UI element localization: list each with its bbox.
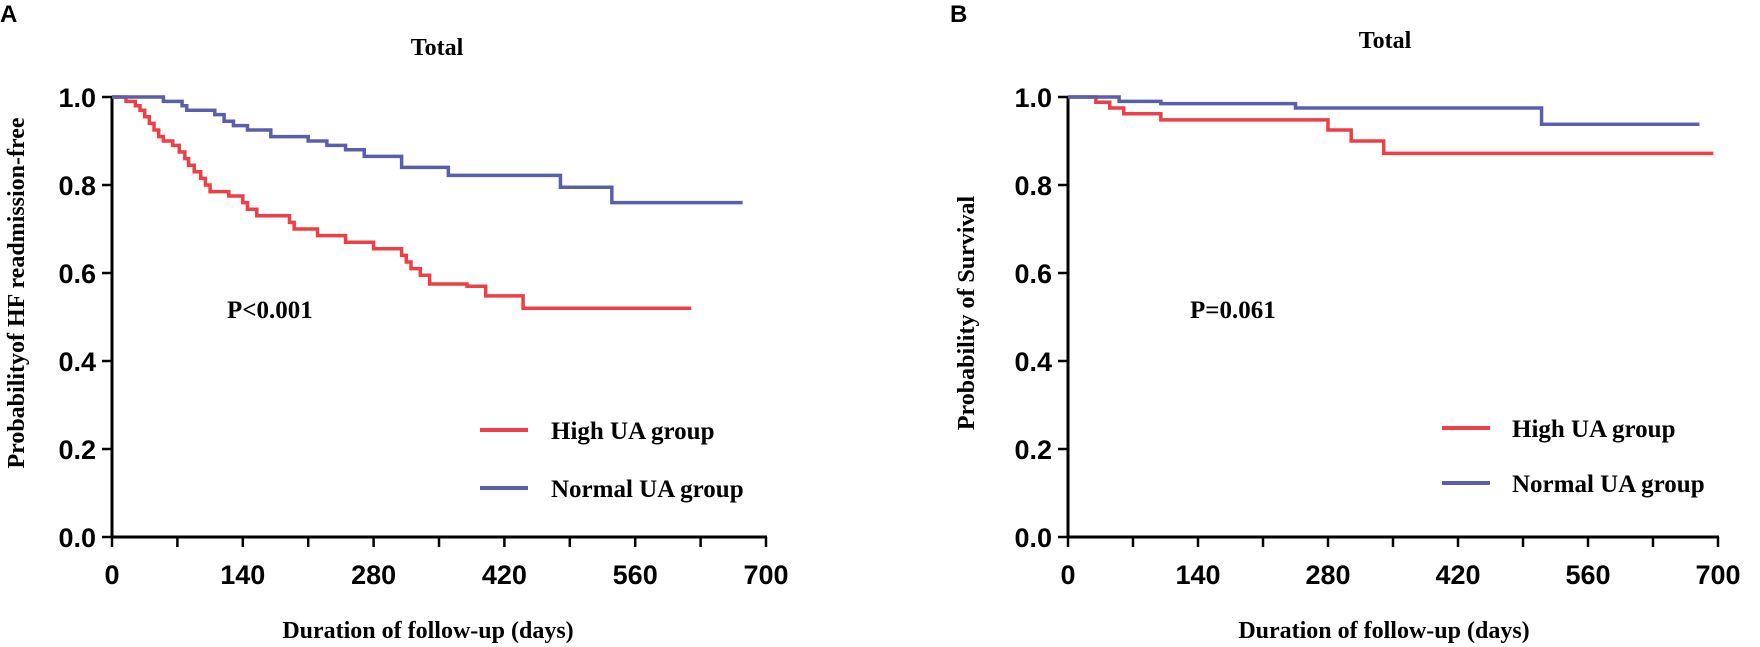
legend-label-normal-ua: Normal UA group — [1512, 471, 1705, 498]
y-tick-label: 0.0 — [58, 523, 96, 553]
x-axis-label: Duration of follow-up (days) — [282, 618, 573, 644]
y-tick-label: 1.0 — [58, 83, 96, 113]
y-axis-label: Probabilityof HF readmission-free — [4, 117, 30, 468]
legend-label-normal-ua: Normal UA group — [551, 476, 744, 503]
y-tick-label: 0.0 — [1014, 523, 1052, 553]
p-value-annotation: P=0.061 — [1190, 297, 1276, 324]
x-tick-label: 0 — [1060, 560, 1075, 590]
y-tick-label: 0.8 — [58, 171, 96, 201]
p-value-annotation: P<0.001 — [227, 297, 313, 324]
y-tick-label: 1.0 — [1014, 83, 1052, 113]
x-tick-label: 700 — [1695, 560, 1740, 590]
x-tick-label: 420 — [482, 560, 527, 590]
x-tick-label: 420 — [1435, 560, 1480, 590]
legend-label-high-ua: High UA group — [551, 418, 714, 445]
y-tick-label: 0.8 — [1014, 171, 1052, 201]
x-tick-label: 140 — [1175, 560, 1220, 590]
chart-title: Total — [1359, 28, 1412, 54]
chart-title: Total — [411, 35, 464, 61]
y-tick-label: 0.2 — [58, 435, 96, 465]
x-tick-label: 560 — [613, 560, 658, 590]
series-curve-normal-ua-group — [112, 95, 743, 205]
x-tick-label: 280 — [351, 560, 396, 590]
y-axis-label: Probability of Survival — [954, 196, 980, 431]
x-tick-label: 700 — [743, 560, 788, 590]
y-tick-label: 0.6 — [58, 259, 96, 289]
panel-b: B Total Duration of follow-up (days) Pro… — [950, 1, 1741, 644]
x-tick-label: 140 — [220, 560, 265, 590]
y-tick-label: 0.4 — [58, 347, 96, 377]
series-curve-normal-ua-group — [1068, 95, 1700, 127]
x-axis-label: Duration of follow-up (days) — [1238, 618, 1529, 644]
panel-letter: B — [950, 1, 967, 28]
x-tick-label: 0 — [104, 560, 119, 590]
panel-letter: A — [0, 1, 17, 28]
legend-label-high-ua: High UA group — [1512, 416, 1675, 443]
y-tick-label: 0.2 — [1014, 435, 1052, 465]
panel-a: A Total Duration of follow-up (days) Pro… — [0, 1, 789, 644]
series-curve-high-ua-group — [1068, 95, 1714, 156]
x-tick-label: 280 — [1305, 560, 1350, 590]
y-tick-label: 0.6 — [1014, 259, 1052, 289]
series-curve-high-ua-group — [112, 95, 692, 310]
y-tick-label: 0.4 — [1014, 347, 1052, 377]
x-tick-label: 560 — [1565, 560, 1610, 590]
